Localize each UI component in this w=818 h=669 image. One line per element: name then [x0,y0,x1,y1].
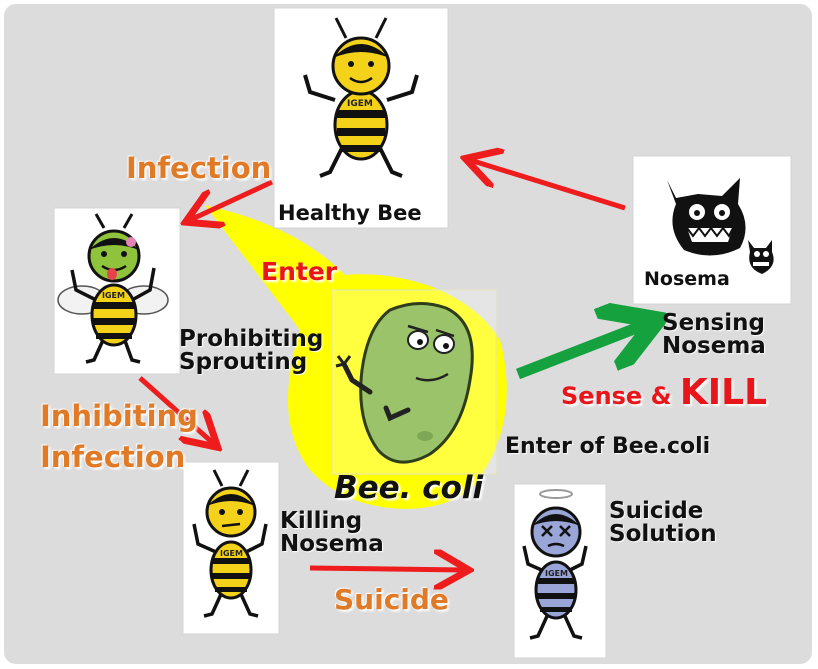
suicide-bee-icon [522,489,588,640]
edge-infection: Infection [126,151,272,185]
arrow-beecoli-to-nosema [516,322,652,380]
node-sensing-nosema: Sensing Nosema [662,312,766,358]
node-suicide-solution: Suicide Solution [609,500,717,546]
inhibiting-infection-line-1: Inhibiting [40,399,198,433]
sensing-nosema-line-2: Nosema [662,333,766,359]
node-enter-of-bee-coli: Enter of Bee.coli [505,434,711,459]
edge-enter: Enter [261,257,338,286]
node-prohibiting-sprouting: Prohibiting Sprouting [179,328,323,374]
infected-bee-icon [57,213,169,364]
sensing-nosema-line-1: Sensing [662,310,765,336]
infected-bee-shirt-text: IGEM [102,291,125,300]
node-killing-nosema: Killing Nosema [280,510,384,556]
killing-bee-icon [192,469,268,618]
edge-sense-and-kill: Sense & KILL [561,375,767,411]
arrow-nosema-to-healthy [470,160,626,211]
inhibiting-infection-line-2: Infection [40,440,186,474]
bee-coli-bacterium-icon [335,302,474,464]
node-healthy-bee: Healthy Bee [278,201,422,225]
edge-kill-text: KILL [679,372,768,413]
killing-nosema-line-1: Killing [280,508,363,534]
suicide-bee-shirt-text: IGEM [545,569,568,578]
killing-nosema-line-2: Nosema [280,531,384,557]
healthy-bee-icon [303,17,419,178]
healthy-bee-shirt-text: IGEM [347,99,373,109]
arrow-killing-to-suicide [309,568,464,570]
killing-bee-shirt-text: IGEM [220,549,243,558]
nosema-monster-icon [667,178,774,274]
edge-inhibiting-infection: Inhibiting Infection [40,402,198,472]
edge-sense-and-text: Sense & [561,382,680,410]
prohibiting-sprouting-line-1: Prohibiting [179,326,324,352]
arrow-infected-to-killing [138,376,214,444]
edge-suicide: Suicide [334,583,449,616]
node-nosema: Nosema [644,268,730,290]
suicide-solution-line-2: Solution [609,521,717,547]
arrow-healthy-to-infected [190,179,274,220]
prohibiting-sprouting-line-2: Sprouting [179,349,308,375]
suicide-solution-line-1: Suicide [609,498,704,524]
node-bee-coli: Bee. coli [334,470,484,506]
